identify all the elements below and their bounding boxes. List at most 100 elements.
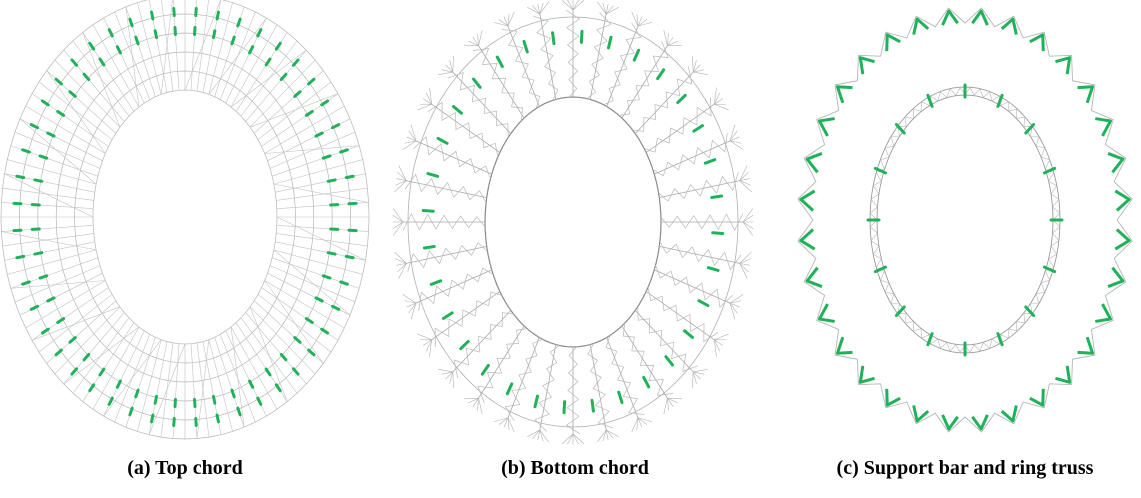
- support-bar: [860, 58, 874, 74]
- highlighted-member: [553, 33, 554, 44]
- end-member: [667, 45, 681, 46]
- highlighted-member: [48, 298, 54, 301]
- end-member: [664, 398, 668, 413]
- radial-member: [276, 234, 367, 246]
- end-member: [438, 369, 452, 372]
- highlighted-member: [461, 341, 468, 348]
- ring-highlight: [1026, 125, 1034, 133]
- highlighted-member: [84, 74, 89, 79]
- highlighted-member: [232, 37, 234, 44]
- highlighted-member: [250, 47, 253, 53]
- highlighted-member: [444, 313, 453, 319]
- radial-member: [93, 25, 139, 107]
- radial-member: [55, 60, 120, 127]
- highlighted-member: [608, 37, 611, 48]
- end-member: [393, 209, 403, 222]
- zigzag-member: [535, 346, 559, 432]
- zigzag-member: [448, 73, 508, 138]
- highlighted-member: [213, 31, 214, 38]
- end-member: [597, 430, 606, 442]
- highlighted-member: [708, 268, 718, 271]
- end-member: [418, 334, 432, 340]
- highlighted-member: [117, 47, 120, 53]
- highlighted-member: [266, 59, 270, 65]
- highlighted-member: [35, 253, 42, 254]
- zigzag-member: [502, 30, 540, 109]
- radial-member: [161, 0, 173, 91]
- end-member: [730, 303, 735, 319]
- end-member: [393, 222, 403, 235]
- support-bar: [1030, 389, 1043, 405]
- end-member: [603, 430, 606, 441]
- radial-member: [55, 307, 120, 374]
- radial-member: [209, 340, 233, 432]
- highlighted-member: [130, 408, 132, 415]
- highlighted-member: [712, 196, 722, 197]
- end-member: [527, 430, 539, 437]
- highlighted-member: [40, 156, 47, 158]
- highlighted-member: [306, 111, 312, 115]
- highlighted-member: [58, 319, 64, 323]
- zigzag-member: [505, 339, 542, 421]
- end-member: [740, 252, 752, 263]
- highlighted-member: [309, 79, 314, 84]
- end-member: [606, 7, 618, 14]
- highlighted-member: [524, 41, 527, 51]
- ring-highlight: [896, 125, 904, 133]
- zigzag-member: [587, 13, 611, 99]
- zigzag-member: [619, 41, 668, 115]
- support-bar: [807, 268, 822, 287]
- zigzag-member: [660, 242, 741, 270]
- support-bar: [819, 119, 834, 136]
- highlighted-member: [109, 398, 112, 404]
- highlighted-member: [58, 111, 64, 115]
- radial-member: [3, 234, 94, 246]
- highlighted-member: [152, 12, 153, 19]
- highlighted-member: [699, 301, 708, 306]
- end-member: [399, 166, 406, 181]
- end-member: [740, 181, 752, 192]
- radial-member: [276, 188, 367, 200]
- zigzag-member: [659, 172, 739, 201]
- highlighted-member: [323, 276, 330, 278]
- highlighted-member: [70, 92, 75, 97]
- end-member: [740, 181, 751, 186]
- end-member: [743, 222, 753, 235]
- end-member: [714, 104, 728, 110]
- highlighted-member: [56, 350, 61, 355]
- highlighted-member: [258, 30, 261, 36]
- support-bar: [1095, 119, 1110, 136]
- end-member: [393, 222, 403, 229]
- highlighted-member: [31, 125, 37, 128]
- radial-member: [93, 327, 139, 409]
- ring-highlight: [896, 307, 904, 315]
- end-member: [411, 303, 416, 319]
- highlighted-member: [136, 37, 138, 44]
- highlighted-member: [23, 282, 30, 284]
- highlighted-member: [281, 355, 286, 360]
- highlighted-member: [217, 12, 218, 19]
- highlighted-member: [48, 133, 54, 136]
- highlighted-member: [84, 355, 89, 360]
- support-bar: [1108, 268, 1123, 287]
- highlighted-member: [705, 160, 714, 164]
- end-member: [438, 72, 452, 75]
- end-member: [568, 0, 573, 10]
- highlighted-member: [42, 329, 48, 333]
- end-member: [667, 398, 681, 399]
- end-member: [573, 0, 584, 10]
- diagonal-member: [47, 71, 106, 154]
- highlighted-member: [454, 107, 462, 114]
- highlighted-member: [424, 246, 434, 247]
- end-member: [411, 125, 416, 141]
- highlighted-member: [238, 19, 240, 26]
- zigzag-member: [588, 344, 613, 429]
- zigzag-member: [478, 329, 527, 403]
- support-bar: [860, 366, 874, 382]
- radial-member: [137, 3, 161, 95]
- highlighted-member: [72, 60, 77, 65]
- end-member: [395, 181, 407, 192]
- highlighted-member: [42, 101, 48, 105]
- highlighted-member: [266, 369, 270, 375]
- end-member: [740, 259, 751, 264]
